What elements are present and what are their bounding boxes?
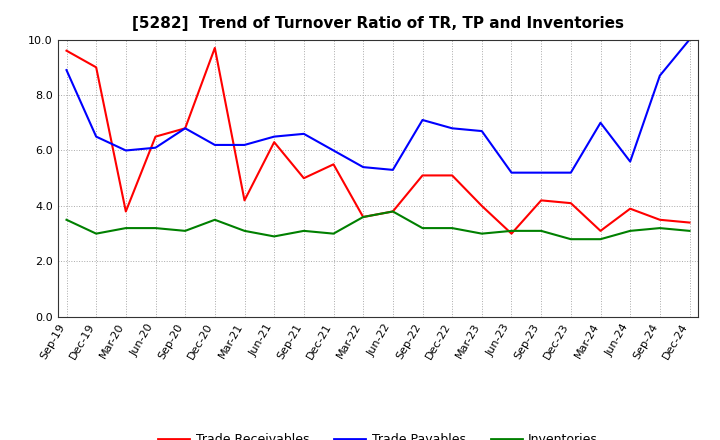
Inventories bbox=[270, 234, 279, 239]
Trade Receivables bbox=[270, 139, 279, 145]
Trade Payables bbox=[270, 134, 279, 139]
Trade Payables bbox=[181, 126, 189, 131]
Trade Receivables bbox=[389, 209, 397, 214]
Trade Receivables bbox=[300, 176, 308, 181]
Trade Receivables bbox=[122, 209, 130, 214]
Trade Payables bbox=[389, 167, 397, 172]
Trade Receivables bbox=[181, 126, 189, 131]
Trade Receivables bbox=[240, 198, 249, 203]
Trade Receivables bbox=[329, 161, 338, 167]
Trade Payables bbox=[210, 142, 219, 147]
Trade Receivables bbox=[151, 134, 160, 139]
Trade Payables bbox=[537, 170, 546, 175]
Inventories bbox=[507, 228, 516, 234]
Inventories bbox=[655, 225, 664, 231]
Inventories bbox=[329, 231, 338, 236]
Trade Payables bbox=[62, 67, 71, 73]
Trade Payables bbox=[477, 128, 486, 134]
Inventories bbox=[685, 228, 694, 234]
Trade Payables bbox=[122, 148, 130, 153]
Trade Payables bbox=[626, 159, 634, 164]
Trade Payables bbox=[507, 170, 516, 175]
Trade Payables bbox=[685, 37, 694, 42]
Trade Receivables bbox=[448, 173, 456, 178]
Trade Receivables bbox=[626, 206, 634, 211]
Inventories bbox=[122, 225, 130, 231]
Inventories bbox=[477, 231, 486, 236]
Trade Receivables bbox=[537, 198, 546, 203]
Trade Payables bbox=[448, 126, 456, 131]
Trade Payables bbox=[300, 131, 308, 136]
Trade Receivables bbox=[655, 217, 664, 222]
Line: Trade Payables: Trade Payables bbox=[66, 40, 690, 172]
Inventories bbox=[418, 225, 427, 231]
Inventories bbox=[389, 209, 397, 214]
Trade Payables bbox=[567, 170, 575, 175]
Inventories bbox=[210, 217, 219, 222]
Inventories bbox=[62, 217, 71, 222]
Trade Receivables bbox=[507, 231, 516, 236]
Trade Receivables bbox=[210, 45, 219, 51]
Inventories bbox=[626, 228, 634, 234]
Title: [5282]  Trend of Turnover Ratio of TR, TP and Inventories: [5282] Trend of Turnover Ratio of TR, TP… bbox=[132, 16, 624, 32]
Trade Payables bbox=[655, 73, 664, 78]
Trade Payables bbox=[240, 142, 249, 147]
Line: Inventories: Inventories bbox=[66, 212, 690, 239]
Trade Receivables bbox=[418, 173, 427, 178]
Inventories bbox=[359, 214, 367, 220]
Legend: Trade Receivables, Trade Payables, Inventories: Trade Receivables, Trade Payables, Inven… bbox=[153, 429, 603, 440]
Trade Receivables bbox=[477, 203, 486, 209]
Inventories bbox=[240, 228, 249, 234]
Trade Payables bbox=[92, 134, 101, 139]
Inventories bbox=[448, 225, 456, 231]
Trade Receivables bbox=[359, 214, 367, 220]
Trade Receivables bbox=[62, 48, 71, 53]
Trade Payables bbox=[418, 117, 427, 123]
Inventories bbox=[151, 225, 160, 231]
Trade Payables bbox=[329, 148, 338, 153]
Trade Payables bbox=[359, 165, 367, 170]
Trade Receivables bbox=[92, 65, 101, 70]
Inventories bbox=[181, 228, 189, 234]
Trade Receivables bbox=[685, 220, 694, 225]
Inventories bbox=[596, 237, 605, 242]
Trade Receivables bbox=[596, 228, 605, 234]
Trade Payables bbox=[596, 120, 605, 125]
Line: Trade Receivables: Trade Receivables bbox=[66, 48, 690, 234]
Trade Payables bbox=[151, 145, 160, 150]
Inventories bbox=[92, 231, 101, 236]
Trade Receivables bbox=[567, 201, 575, 206]
Inventories bbox=[567, 237, 575, 242]
Inventories bbox=[537, 228, 546, 234]
Inventories bbox=[300, 228, 308, 234]
